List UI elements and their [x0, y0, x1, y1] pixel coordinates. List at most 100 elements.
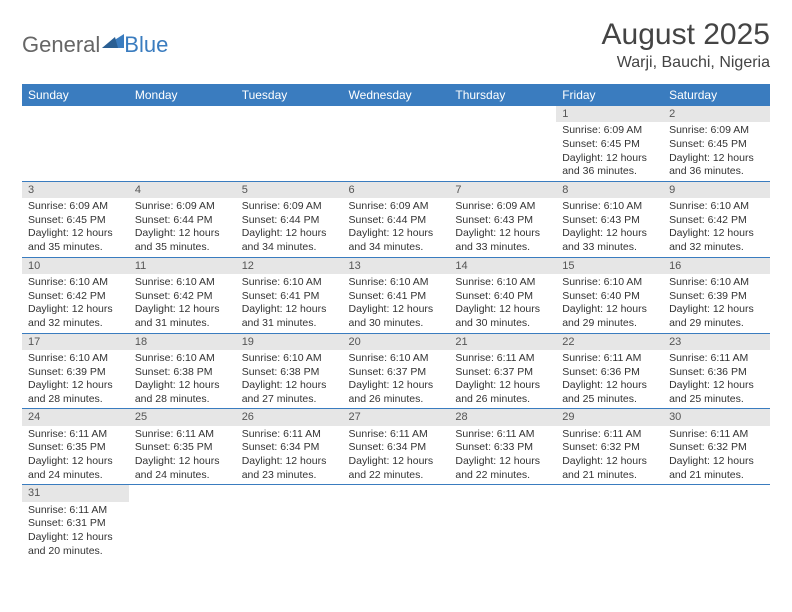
day-number: 30: [663, 409, 770, 425]
day-day2: and 25 minutes.: [669, 393, 764, 407]
day-sunset: Sunset: 6:42 PM: [28, 290, 123, 304]
day-sunrise: Sunrise: 6:11 AM: [28, 504, 123, 518]
day-sunset: Sunset: 6:33 PM: [455, 441, 550, 455]
day-day1: Daylight: 12 hours: [135, 379, 230, 393]
day-number: 27: [343, 409, 450, 425]
day-number: [236, 485, 343, 501]
day-day1: Daylight: 12 hours: [562, 227, 657, 241]
day-day2: and 31 minutes.: [135, 317, 230, 331]
day-day2: and 24 minutes.: [135, 469, 230, 483]
day-day1: Daylight: 12 hours: [135, 227, 230, 241]
day-number: [449, 106, 556, 122]
weekday-header: Sunday: [22, 84, 129, 106]
day-number: 20: [343, 334, 450, 350]
calendar-cell: 2Sunrise: 6:09 AMSunset: 6:45 PMDaylight…: [663, 106, 770, 181]
day-sunrise: Sunrise: 6:11 AM: [28, 428, 123, 442]
calendar-cell: 18Sunrise: 6:10 AMSunset: 6:38 PMDayligh…: [129, 333, 236, 409]
day-day2: and 22 minutes.: [455, 469, 550, 483]
weekday-header: Saturday: [663, 84, 770, 106]
day-sunrise: Sunrise: 6:09 AM: [562, 124, 657, 138]
day-number: [449, 485, 556, 501]
day-number: 13: [343, 258, 450, 274]
calendar-week-row: 31Sunrise: 6:11 AMSunset: 6:31 PMDayligh…: [22, 485, 770, 560]
calendar-cell: 23Sunrise: 6:11 AMSunset: 6:36 PMDayligh…: [663, 333, 770, 409]
day-sunset: Sunset: 6:36 PM: [562, 366, 657, 380]
logo-mark-icon: [102, 34, 124, 48]
day-sunrise: Sunrise: 6:11 AM: [455, 428, 550, 442]
day-content: Sunrise: 6:11 AMSunset: 6:32 PMDaylight:…: [556, 426, 663, 485]
day-number: [22, 106, 129, 122]
header: General Blue August 2025 Warji, Bauchi, …: [22, 18, 770, 72]
month-title: August 2025: [602, 18, 770, 52]
day-day2: and 21 minutes.: [562, 469, 657, 483]
day-sunrise: Sunrise: 6:09 AM: [455, 200, 550, 214]
day-number: 14: [449, 258, 556, 274]
calendar-week-row: 24Sunrise: 6:11 AMSunset: 6:35 PMDayligh…: [22, 409, 770, 485]
day-sunset: Sunset: 6:44 PM: [242, 214, 337, 228]
day-content: Sunrise: 6:10 AMSunset: 6:41 PMDaylight:…: [343, 274, 450, 333]
day-sunset: Sunset: 6:45 PM: [28, 214, 123, 228]
title-block: August 2025 Warji, Bauchi, Nigeria: [602, 18, 770, 72]
location-text: Warji, Bauchi, Nigeria: [602, 54, 770, 72]
day-content: Sunrise: 6:09 AMSunset: 6:44 PMDaylight:…: [129, 198, 236, 257]
day-sunset: Sunset: 6:36 PM: [669, 366, 764, 380]
day-content: Sunrise: 6:11 AMSunset: 6:35 PMDaylight:…: [129, 426, 236, 485]
day-day1: Daylight: 12 hours: [669, 227, 764, 241]
calendar-week-row: 3Sunrise: 6:09 AMSunset: 6:45 PMDaylight…: [22, 181, 770, 257]
day-day2: and 33 minutes.: [562, 241, 657, 255]
day-sunset: Sunset: 6:39 PM: [669, 290, 764, 304]
day-day2: and 32 minutes.: [28, 317, 123, 331]
calendar-cell: 12Sunrise: 6:10 AMSunset: 6:41 PMDayligh…: [236, 257, 343, 333]
day-day1: Daylight: 12 hours: [455, 455, 550, 469]
calendar-cell: 26Sunrise: 6:11 AMSunset: 6:34 PMDayligh…: [236, 409, 343, 485]
calendar-cell: 29Sunrise: 6:11 AMSunset: 6:32 PMDayligh…: [556, 409, 663, 485]
day-sunset: Sunset: 6:41 PM: [242, 290, 337, 304]
day-sunrise: Sunrise: 6:10 AM: [349, 276, 444, 290]
day-sunrise: Sunrise: 6:10 AM: [242, 352, 337, 366]
weekday-header: Thursday: [449, 84, 556, 106]
day-number: 29: [556, 409, 663, 425]
day-day1: Daylight: 12 hours: [135, 455, 230, 469]
calendar-cell: 21Sunrise: 6:11 AMSunset: 6:37 PMDayligh…: [449, 333, 556, 409]
day-day2: and 25 minutes.: [562, 393, 657, 407]
day-content: Sunrise: 6:11 AMSunset: 6:31 PMDaylight:…: [22, 502, 129, 561]
day-number: 18: [129, 334, 236, 350]
day-day1: Daylight: 12 hours: [669, 152, 764, 166]
day-day2: and 29 minutes.: [669, 317, 764, 331]
day-day1: Daylight: 12 hours: [349, 455, 444, 469]
day-sunrise: Sunrise: 6:09 AM: [669, 124, 764, 138]
day-sunrise: Sunrise: 6:10 AM: [349, 352, 444, 366]
calendar-table: SundayMondayTuesdayWednesdayThursdayFrid…: [22, 84, 770, 560]
day-sunset: Sunset: 6:32 PM: [562, 441, 657, 455]
day-number: 31: [22, 485, 129, 501]
calendar-cell: [449, 485, 556, 560]
day-content: Sunrise: 6:10 AMSunset: 6:42 PMDaylight:…: [663, 198, 770, 257]
day-content: Sunrise: 6:11 AMSunset: 6:34 PMDaylight:…: [236, 426, 343, 485]
day-day1: Daylight: 12 hours: [455, 379, 550, 393]
day-sunrise: Sunrise: 6:11 AM: [135, 428, 230, 442]
day-number: 7: [449, 182, 556, 198]
day-day2: and 22 minutes.: [349, 469, 444, 483]
day-content: Sunrise: 6:10 AMSunset: 6:43 PMDaylight:…: [556, 198, 663, 257]
calendar-cell: 10Sunrise: 6:10 AMSunset: 6:42 PMDayligh…: [22, 257, 129, 333]
day-number: 16: [663, 258, 770, 274]
day-content: Sunrise: 6:11 AMSunset: 6:34 PMDaylight:…: [343, 426, 450, 485]
day-day2: and 36 minutes.: [669, 165, 764, 179]
day-sunset: Sunset: 6:40 PM: [455, 290, 550, 304]
day-day2: and 28 minutes.: [135, 393, 230, 407]
day-number: 4: [129, 182, 236, 198]
day-day2: and 30 minutes.: [455, 317, 550, 331]
day-day2: and 20 minutes.: [28, 545, 123, 559]
day-day1: Daylight: 12 hours: [28, 455, 123, 469]
day-content: Sunrise: 6:11 AMSunset: 6:37 PMDaylight:…: [449, 350, 556, 409]
day-day1: Daylight: 12 hours: [28, 227, 123, 241]
calendar-cell: 7Sunrise: 6:09 AMSunset: 6:43 PMDaylight…: [449, 181, 556, 257]
day-number: [343, 106, 450, 122]
page: General Blue August 2025 Warji, Bauchi, …: [0, 0, 792, 578]
calendar-cell: [343, 106, 450, 181]
calendar-cell: 11Sunrise: 6:10 AMSunset: 6:42 PMDayligh…: [129, 257, 236, 333]
day-day2: and 33 minutes.: [455, 241, 550, 255]
day-sunset: Sunset: 6:41 PM: [349, 290, 444, 304]
day-sunrise: Sunrise: 6:10 AM: [562, 200, 657, 214]
day-number: [556, 485, 663, 501]
